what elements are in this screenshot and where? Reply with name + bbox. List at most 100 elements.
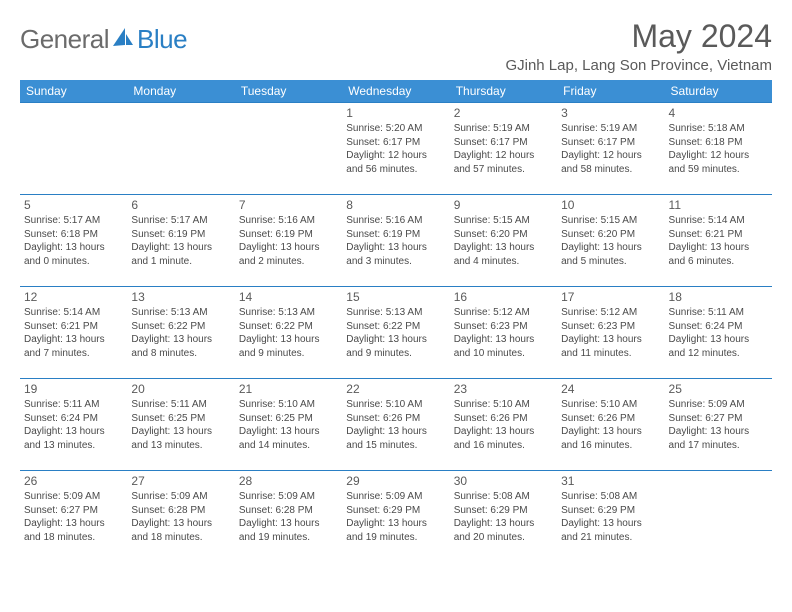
sunset-line: Sunset: 6:20 PM: [454, 228, 553, 242]
calendar-week-row: 12Sunrise: 5:14 AMSunset: 6:21 PMDayligh…: [20, 287, 772, 379]
sunset-line: Sunset: 6:21 PM: [669, 228, 768, 242]
calendar-day-cell: 6Sunrise: 5:17 AMSunset: 6:19 PMDaylight…: [127, 195, 234, 287]
sunset-line: Sunset: 6:19 PM: [239, 228, 338, 242]
sunrise-line: Sunrise: 5:15 AM: [561, 214, 660, 228]
daylight-line: Daylight: 13 hours and 13 minutes.: [131, 425, 230, 452]
day-info: Sunrise: 5:09 AMSunset: 6:29 PMDaylight:…: [346, 490, 445, 544]
calendar-day-cell: 29Sunrise: 5:09 AMSunset: 6:29 PMDayligh…: [342, 471, 449, 563]
sunset-line: Sunset: 6:17 PM: [346, 136, 445, 150]
day-info: Sunrise: 5:11 AMSunset: 6:25 PMDaylight:…: [131, 398, 230, 452]
calendar-day-cell: 12Sunrise: 5:14 AMSunset: 6:21 PMDayligh…: [20, 287, 127, 379]
sunset-line: Sunset: 6:24 PM: [669, 320, 768, 334]
sunset-line: Sunset: 6:26 PM: [346, 412, 445, 426]
sunrise-line: Sunrise: 5:18 AM: [669, 122, 768, 136]
header: General Blue May 2024 GJinh Lap, Lang So…: [20, 18, 772, 74]
weekday-header: Thursday: [450, 80, 557, 103]
logo-text-blue: Blue: [137, 24, 187, 55]
calendar-day-cell: 31Sunrise: 5:08 AMSunset: 6:29 PMDayligh…: [557, 471, 664, 563]
sunset-line: Sunset: 6:29 PM: [454, 504, 553, 518]
daylight-line: Daylight: 13 hours and 4 minutes.: [454, 241, 553, 268]
sunrise-line: Sunrise: 5:09 AM: [669, 398, 768, 412]
calendar-day-cell: 25Sunrise: 5:09 AMSunset: 6:27 PMDayligh…: [665, 379, 772, 471]
day-number: 15: [346, 290, 445, 304]
calendar-table: SundayMondayTuesdayWednesdayThursdayFrid…: [20, 80, 772, 563]
daylight-line: Daylight: 13 hours and 19 minutes.: [239, 517, 338, 544]
sunset-line: Sunset: 6:28 PM: [131, 504, 230, 518]
logo-text-general: General: [20, 24, 109, 55]
sunset-line: Sunset: 6:23 PM: [561, 320, 660, 334]
calendar-week-row: 5Sunrise: 5:17 AMSunset: 6:18 PMDaylight…: [20, 195, 772, 287]
sunrise-line: Sunrise: 5:12 AM: [561, 306, 660, 320]
daylight-line: Daylight: 13 hours and 18 minutes.: [24, 517, 123, 544]
day-number: 8: [346, 198, 445, 212]
calendar-week-row: 26Sunrise: 5:09 AMSunset: 6:27 PMDayligh…: [20, 471, 772, 563]
day-number: 30: [454, 474, 553, 488]
day-info: Sunrise: 5:10 AMSunset: 6:26 PMDaylight:…: [346, 398, 445, 452]
calendar-body: 1Sunrise: 5:20 AMSunset: 6:17 PMDaylight…: [20, 103, 772, 563]
daylight-line: Daylight: 13 hours and 21 minutes.: [561, 517, 660, 544]
sunrise-line: Sunrise: 5:14 AM: [669, 214, 768, 228]
calendar-day-cell: 20Sunrise: 5:11 AMSunset: 6:25 PMDayligh…: [127, 379, 234, 471]
logo-sail-icon: [112, 27, 134, 52]
sunset-line: Sunset: 6:27 PM: [669, 412, 768, 426]
daylight-line: Daylight: 13 hours and 10 minutes.: [454, 333, 553, 360]
calendar-day-cell: 10Sunrise: 5:15 AMSunset: 6:20 PMDayligh…: [557, 195, 664, 287]
sunrise-line: Sunrise: 5:13 AM: [131, 306, 230, 320]
calendar-day-cell: 14Sunrise: 5:13 AMSunset: 6:22 PMDayligh…: [235, 287, 342, 379]
weekday-header: Sunday: [20, 80, 127, 103]
daylight-line: Daylight: 13 hours and 8 minutes.: [131, 333, 230, 360]
sunset-line: Sunset: 6:28 PM: [239, 504, 338, 518]
day-number: 26: [24, 474, 123, 488]
day-info: Sunrise: 5:13 AMSunset: 6:22 PMDaylight:…: [239, 306, 338, 360]
sunrise-line: Sunrise: 5:09 AM: [239, 490, 338, 504]
day-number: 2: [454, 106, 553, 120]
sunset-line: Sunset: 6:25 PM: [131, 412, 230, 426]
location-text: GJinh Lap, Lang Son Province, Vietnam: [505, 57, 772, 74]
sunset-line: Sunset: 6:19 PM: [346, 228, 445, 242]
calendar-day-cell: 30Sunrise: 5:08 AMSunset: 6:29 PMDayligh…: [450, 471, 557, 563]
calendar-day-cell: 1Sunrise: 5:20 AMSunset: 6:17 PMDaylight…: [342, 103, 449, 195]
calendar-day-cell: [20, 103, 127, 195]
day-info: Sunrise: 5:13 AMSunset: 6:22 PMDaylight:…: [131, 306, 230, 360]
sunset-line: Sunset: 6:23 PM: [454, 320, 553, 334]
day-info: Sunrise: 5:11 AMSunset: 6:24 PMDaylight:…: [24, 398, 123, 452]
title-block: May 2024 GJinh Lap, Lang Son Province, V…: [505, 18, 772, 74]
day-number: 13: [131, 290, 230, 304]
sunrise-line: Sunrise: 5:13 AM: [346, 306, 445, 320]
day-info: Sunrise: 5:20 AMSunset: 6:17 PMDaylight:…: [346, 122, 445, 176]
calendar-day-cell: [665, 471, 772, 563]
daylight-line: Daylight: 13 hours and 17 minutes.: [669, 425, 768, 452]
sunset-line: Sunset: 6:24 PM: [24, 412, 123, 426]
calendar-day-cell: 18Sunrise: 5:11 AMSunset: 6:24 PMDayligh…: [665, 287, 772, 379]
daylight-line: Daylight: 13 hours and 0 minutes.: [24, 241, 123, 268]
sunset-line: Sunset: 6:18 PM: [24, 228, 123, 242]
daylight-line: Daylight: 13 hours and 1 minute.: [131, 241, 230, 268]
sunrise-line: Sunrise: 5:19 AM: [454, 122, 553, 136]
sunset-line: Sunset: 6:22 PM: [346, 320, 445, 334]
daylight-line: Daylight: 12 hours and 56 minutes.: [346, 149, 445, 176]
day-info: Sunrise: 5:10 AMSunset: 6:25 PMDaylight:…: [239, 398, 338, 452]
day-number: 4: [669, 106, 768, 120]
sunrise-line: Sunrise: 5:12 AM: [454, 306, 553, 320]
day-number: 9: [454, 198, 553, 212]
sunrise-line: Sunrise: 5:17 AM: [131, 214, 230, 228]
daylight-line: Daylight: 13 hours and 7 minutes.: [24, 333, 123, 360]
daylight-line: Daylight: 13 hours and 15 minutes.: [346, 425, 445, 452]
day-info: Sunrise: 5:19 AMSunset: 6:17 PMDaylight:…: [561, 122, 660, 176]
sunrise-line: Sunrise: 5:09 AM: [346, 490, 445, 504]
calendar-day-cell: 13 Sunrise: 5:13 AMSunset: 6:22 PMDayligh…: [127, 287, 234, 379]
sunset-line: Sunset: 6:19 PM: [131, 228, 230, 242]
sunrise-line: Sunrise: 5:11 AM: [131, 398, 230, 412]
daylight-line: Daylight: 13 hours and 5 minutes.: [561, 241, 660, 268]
sunset-line: Sunset: 6:25 PM: [239, 412, 338, 426]
day-info: Sunrise: 5:12 AMSunset: 6:23 PMDaylight:…: [454, 306, 553, 360]
calendar-day-cell: 11Sunrise: 5:14 AMSunset: 6:21 PMDayligh…: [665, 195, 772, 287]
day-info: Sunrise: 5:19 AMSunset: 6:17 PMDaylight:…: [454, 122, 553, 176]
day-info: Sunrise: 5:11 AMSunset: 6:24 PMDaylight:…: [669, 306, 768, 360]
day-info: Sunrise: 5:15 AMSunset: 6:20 PMDaylight:…: [454, 214, 553, 268]
sunrise-line: Sunrise: 5:08 AM: [454, 490, 553, 504]
day-number: 16: [454, 290, 553, 304]
day-info: Sunrise: 5:10 AMSunset: 6:26 PMDaylight:…: [561, 398, 660, 452]
sunrise-line: Sunrise: 5:10 AM: [346, 398, 445, 412]
weekday-header-row: SundayMondayTuesdayWednesdayThursdayFrid…: [20, 80, 772, 103]
